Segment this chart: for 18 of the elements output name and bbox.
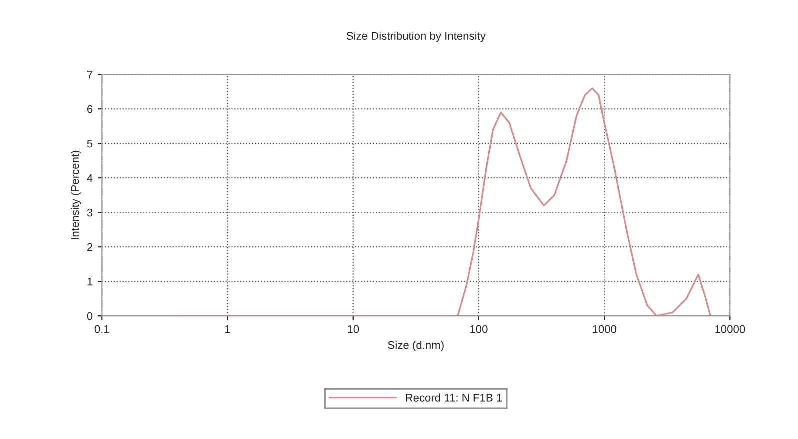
text: Record 11: N F1B 1 (406, 394, 502, 402)
y-tick-label: 6 (88, 105, 93, 114)
y-tick-label: 0 (87, 312, 93, 320)
y-tick-label: 7 (88, 71, 93, 79)
y-tick-label: 4 (87, 174, 93, 182)
x-tick-label: 1000 (593, 325, 616, 334)
y-tick-label: 3 (87, 208, 93, 217)
x-tick-label: 1 (226, 326, 230, 334)
y-tick-label: 2 (87, 243, 93, 252)
x-tick-label: 0.1 (94, 325, 110, 334)
y-axis-title: Intensity (Percent) (71, 150, 82, 240)
y-tick-label: 5 (87, 140, 93, 148)
chart-title: Size Distribution by Intensity (346, 32, 486, 42)
x-axis-title: Size (d.nm) (388, 341, 444, 352)
x-tick-label: 100 (470, 325, 488, 334)
x-tick-label: 10000 (716, 325, 746, 334)
x-tick-label: 10 (348, 325, 360, 334)
y-tick-label: 1 (88, 278, 93, 286)
